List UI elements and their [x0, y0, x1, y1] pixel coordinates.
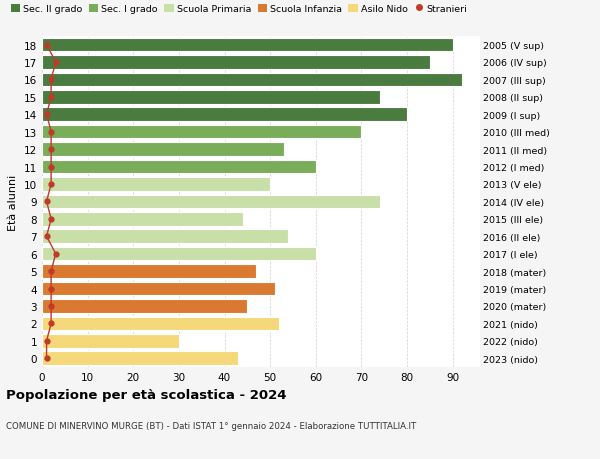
Bar	[42, 143, 284, 157]
Bar	[42, 126, 361, 139]
Bar	[42, 195, 380, 209]
Y-axis label: Età alunni: Età alunni	[8, 174, 19, 230]
Text: COMUNE DI MINERVINO MURGE (BT) - Dati ISTAT 1° gennaio 2024 - Elaborazione TUTTI: COMUNE DI MINERVINO MURGE (BT) - Dati IS…	[6, 421, 416, 431]
Bar	[42, 56, 430, 70]
Bar	[42, 300, 247, 313]
Bar	[42, 108, 407, 122]
Bar	[42, 282, 275, 296]
Bar	[42, 73, 462, 87]
Bar	[42, 178, 270, 191]
Bar	[42, 160, 316, 174]
Legend: Sec. II grado, Sec. I grado, Scuola Primaria, Scuola Infanzia, Asilo Nido, Stran: Sec. II grado, Sec. I grado, Scuola Prim…	[11, 5, 467, 14]
Bar	[42, 39, 452, 52]
Bar	[42, 352, 238, 365]
Text: Popolazione per età scolastica - 2024: Popolazione per età scolastica - 2024	[6, 388, 287, 401]
Bar	[42, 334, 179, 348]
Bar	[42, 213, 243, 226]
Bar	[42, 247, 316, 261]
Bar	[42, 265, 256, 278]
Bar	[42, 91, 380, 104]
Bar	[42, 317, 279, 330]
Bar	[42, 230, 289, 244]
